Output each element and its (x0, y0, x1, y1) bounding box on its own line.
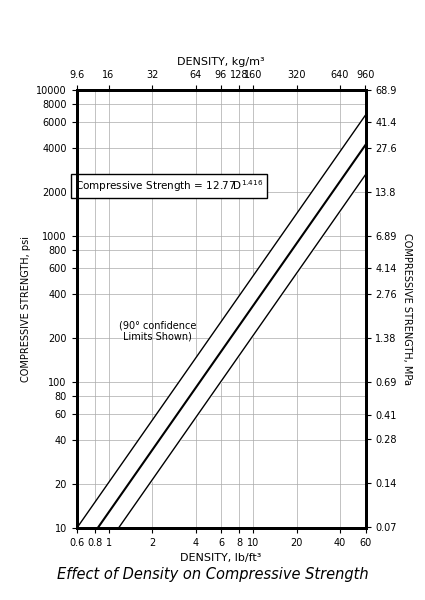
X-axis label: DENSITY, kg/m³: DENSITY, kg/m³ (177, 57, 265, 67)
Text: (90° confidence
Limits Shown): (90° confidence Limits Shown) (119, 320, 196, 341)
Y-axis label: COMPRESSIVE STRENGTH, MPa: COMPRESSIVE STRENGTH, MPa (402, 233, 412, 385)
Text: Compressive Strength = 12.77D$^{1.416}$: Compressive Strength = 12.77D$^{1.416}$ (75, 178, 263, 194)
X-axis label: DENSITY, lb/ft³: DENSITY, lb/ft³ (180, 553, 262, 563)
Text: Effect of Density on Compressive Strength: Effect of Density on Compressive Strengt… (57, 567, 368, 582)
Y-axis label: COMPRESSIVE STRENGTH, psi: COMPRESSIVE STRENGTH, psi (20, 236, 31, 382)
